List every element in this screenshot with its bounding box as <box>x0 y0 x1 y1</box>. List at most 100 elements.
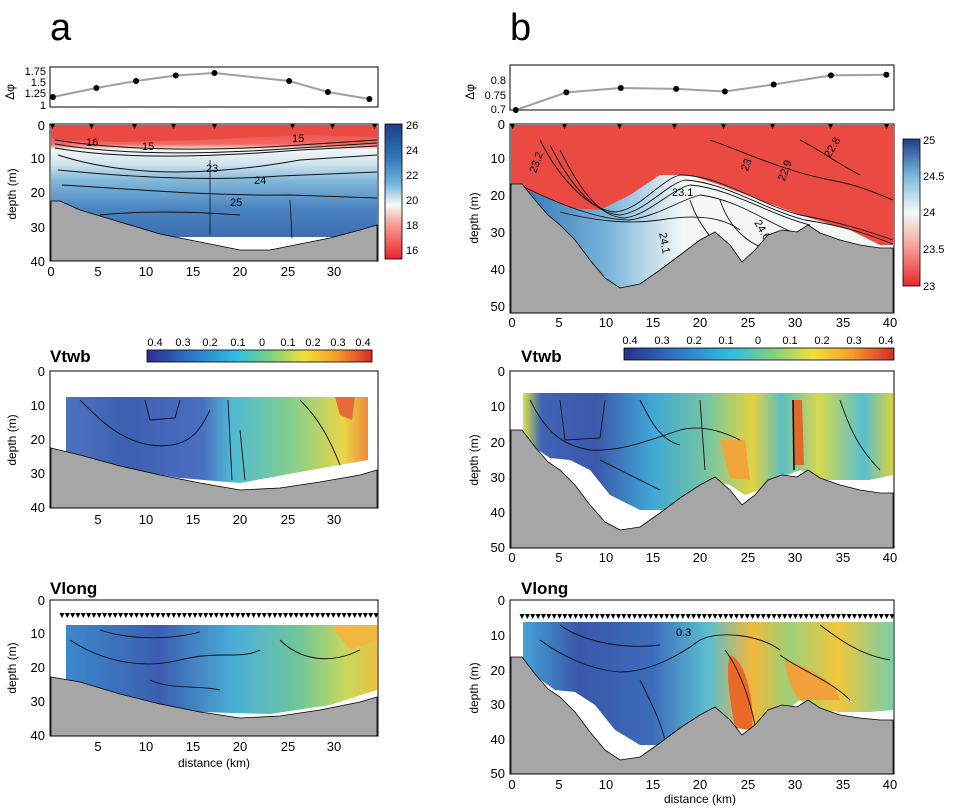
b-vtwb-hotspot <box>720 440 750 480</box>
a-colorbar-tick: 16 <box>406 245 418 257</box>
b-vtwb-contour <box>699 399 706 471</box>
a-section-ytick: 10 <box>31 151 45 166</box>
b-vtwb-contour <box>529 399 741 451</box>
b-vtwb-plot: Vtwb 0.4 0.3 0.2 0.1 0 0.1 0.2 0.3 0.4 0… <box>467 335 897 565</box>
b-vtwb-cb-tick: 0.4 <box>878 335 893 347</box>
b-vtwb-xtick: 0 <box>508 550 515 565</box>
b-vtwb-cb-tick: 0.1 <box>718 335 733 347</box>
a-vtwb-field <box>66 397 368 483</box>
a-section-ytick: 0 <box>38 118 45 133</box>
b-section-frame <box>509 123 895 314</box>
a-section-contour <box>57 154 378 173</box>
a-section-contour-label: 24 <box>254 175 266 187</box>
b-vlong-xlabel: distance (km) <box>664 792 736 806</box>
b-vtwb-title: Vtwb <box>521 347 562 366</box>
a-section-xtick: 30 <box>327 264 341 279</box>
dphi-point <box>673 85 680 92</box>
b-dphi-points <box>512 71 890 113</box>
b-vtwb-contour <box>559 399 606 441</box>
a-colorbar-tick: 26 <box>406 120 418 132</box>
a-colorbar-tick: 22 <box>406 170 418 182</box>
a-vtwb-xtick: 10 <box>139 512 153 527</box>
dphi-point <box>49 94 56 100</box>
b-dphi-tick: 0.7 <box>491 104 506 116</box>
b-section-ytick: 0 <box>498 117 505 132</box>
dphi-point <box>211 70 218 76</box>
a-vtwb-colorbar-ticks: 0.4 0.3 0.2 0.1 0 0.1 0.2 0.3 0.4 <box>147 337 370 349</box>
a-vtwb-ytick: 0 <box>38 364 45 379</box>
b-section-xtick: 25 <box>741 315 755 330</box>
b-vlong-plot: Vlong 0.3 0 10 20 30 40 50 depth (m) 0 5… <box>467 579 897 806</box>
a-section-contour <box>54 139 378 150</box>
station-marker <box>510 124 515 129</box>
a-vlong-xtick: 15 <box>186 739 200 754</box>
b-vtwb-ylabel: depth (m) <box>467 434 481 485</box>
dphi-point <box>617 85 624 91</box>
a-vtwb-ytick: 10 <box>31 398 45 413</box>
a-vtwb-cb-tick: 0 <box>259 337 265 349</box>
b-vlong-contour <box>819 624 891 661</box>
b-section-contour-label: 23.1 <box>672 187 693 199</box>
b-section-bathymetry <box>510 183 894 314</box>
a-vtwb-ytick: 30 <box>31 466 45 481</box>
b-colorbar-tick: 24 <box>923 207 935 219</box>
a-vlong-plot: Vlong 0 10 20 30 40 depth (m) 5 10 15 20… <box>5 579 379 770</box>
a-dphi-frame <box>49 66 379 108</box>
b-vlong-contour <box>779 654 851 701</box>
dphi-point <box>286 78 293 84</box>
b-dphi-frame <box>509 64 895 111</box>
a-section-xtick: 25 <box>281 264 295 279</box>
b-vtwb-xtick: 25 <box>741 550 755 565</box>
b-vlong-contour <box>559 624 661 647</box>
b-colorbar <box>902 138 921 287</box>
b-vtwb-frame <box>509 370 895 549</box>
a-vlong-ytick: 20 <box>31 660 45 675</box>
panel-label-b: b <box>510 7 531 49</box>
a-vlong-xtick: 25 <box>281 739 295 754</box>
b-section-contour <box>709 139 894 201</box>
b-section-stations <box>510 124 889 129</box>
station-marker <box>89 124 94 129</box>
a-vlong-xtick: 10 <box>139 739 153 754</box>
b-vlong-field <box>523 622 893 745</box>
b-vlong-bathymetry <box>510 656 894 775</box>
b-section-xtick: 20 <box>693 315 707 330</box>
b-vlong-contour <box>724 649 756 726</box>
b-vlong-xtick: 25 <box>741 777 755 792</box>
dphi-point <box>563 89 570 96</box>
b-section-ytick: 50 <box>491 299 505 314</box>
station-marker <box>132 124 137 129</box>
a-dphi-series-line <box>52 71 370 100</box>
a-vlong-xtick: 20 <box>233 739 247 754</box>
a-dphi-tick: 1 <box>40 100 46 112</box>
b-section-ytick: 40 <box>491 262 505 277</box>
a-dphi-tick: 1.25 <box>25 88 46 100</box>
station-marker <box>617 124 622 129</box>
b-section-plot: 23.2 23.1 22.9 22.8 23 24.1 24.6 0 10 20… <box>467 117 944 330</box>
dphi-point <box>770 81 777 88</box>
dphi-point <box>133 78 140 84</box>
a-vtwb-frame <box>49 370 379 509</box>
b-vtwb-xtick: 30 <box>788 550 802 565</box>
a-vtwb-cb-tick: 0.3 <box>330 337 345 349</box>
b-section-xtick: 40 <box>883 315 897 330</box>
a-section-contour-label: 16 <box>86 137 98 149</box>
a-vtwb-ylabel: depth (m) <box>5 414 19 465</box>
b-section-xticks: 0 5 10 15 20 25 30 35 40 <box>508 315 897 330</box>
b-section-xtick: 10 <box>599 315 613 330</box>
b-vtwb-xtick: 35 <box>836 550 850 565</box>
b-vtwb-hotspot <box>793 400 804 465</box>
b-vlong-ytick: 40 <box>491 732 505 747</box>
station-marker <box>171 124 176 129</box>
station-marker <box>212 124 217 129</box>
a-vlong-contour <box>279 639 361 660</box>
panel-label-a: a <box>50 7 72 49</box>
b-colorbar-tick: 24.5 <box>923 171 944 183</box>
b-vlong-contour-label: 0.3 <box>676 627 691 639</box>
a-section-contour <box>99 211 241 216</box>
b-vtwb-xtick: 5 <box>555 550 562 565</box>
a-vtwb-xtick: 20 <box>233 512 247 527</box>
b-dphi-plot: 0.8 0.75 0.7 Δφ <box>463 64 895 116</box>
a-section-contour-label: 15 <box>292 133 304 145</box>
b-vtwb-xtick: 10 <box>599 550 613 565</box>
